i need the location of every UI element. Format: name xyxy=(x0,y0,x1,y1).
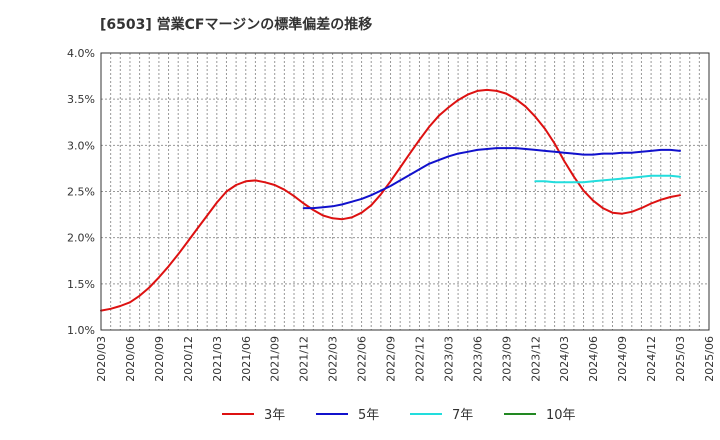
legend-label: 3年 xyxy=(264,408,285,423)
y-tick-label: 4.0% xyxy=(67,47,95,60)
x-tick-label: 2024/03 xyxy=(558,336,571,382)
legend-item: 5年 xyxy=(316,408,379,423)
series-lines xyxy=(100,88,681,312)
x-tick-label: 2022/09 xyxy=(385,336,398,382)
y-axis-ticks: 1.0% 1.5% 2.0% 2.5% 3.0% 3.5% 4.0% xyxy=(67,47,95,337)
x-tick-label: 2021/12 xyxy=(298,336,311,382)
x-tick-label: 2020/09 xyxy=(153,336,166,382)
legend: 3年 5年 7年 10年 xyxy=(222,408,576,423)
plot-frame xyxy=(100,52,710,331)
series-line-3年 xyxy=(100,88,681,312)
x-tick-label: 2025/03 xyxy=(674,336,687,382)
x-tick-label: 2022/06 xyxy=(356,336,369,382)
x-tick-label: 2024/12 xyxy=(645,336,658,382)
x-tick-label: 2020/03 xyxy=(95,336,108,382)
y-tick-label: 1.0% xyxy=(67,324,95,337)
x-tick-label: 2025/06 xyxy=(703,336,716,382)
x-tick-label: 2021/03 xyxy=(211,336,224,382)
y-tick-label: 1.5% xyxy=(67,278,95,291)
x-tick-label: 2023/09 xyxy=(500,336,513,382)
x-tick-label: 2023/03 xyxy=(442,336,455,382)
legend-item: 10年 xyxy=(504,408,576,423)
x-tick-label: 2024/09 xyxy=(616,336,629,382)
x-tick-label: 2022/12 xyxy=(413,336,426,382)
series-line-5年 xyxy=(302,147,681,210)
x-tick-label: 2023/12 xyxy=(529,336,542,382)
legend-label: 10年 xyxy=(546,408,576,423)
y-tick-label: 2.0% xyxy=(67,232,95,245)
x-tick-label: 2021/06 xyxy=(240,336,253,382)
x-tick-label: 2021/09 xyxy=(269,336,282,382)
legend-item: 7年 xyxy=(410,408,473,423)
series-line-7年 xyxy=(534,174,681,184)
y-tick-label: 3.5% xyxy=(67,93,95,106)
x-tick-label: 2023/06 xyxy=(471,336,484,382)
chart-title: [6503] 営業CFマージンの標準偏差の推移 xyxy=(100,17,373,33)
x-tick-label: 2020/12 xyxy=(182,336,195,382)
x-tick-label: 2020/06 xyxy=(124,336,137,382)
y-tick-label: 2.5% xyxy=(67,186,95,199)
x-tick-label: 2024/06 xyxy=(587,336,600,382)
legend-label: 5年 xyxy=(358,408,379,423)
grid xyxy=(101,52,709,331)
legend-label: 7年 xyxy=(452,408,473,423)
y-tick-label: 3.0% xyxy=(67,139,95,152)
x-tick-label: 2022/03 xyxy=(327,336,340,382)
x-axis-ticks: 2020/03 2020/06 2020/09 2020/12 2021/03 2021/… xyxy=(95,336,716,382)
legend-item: 3年 xyxy=(222,408,285,423)
